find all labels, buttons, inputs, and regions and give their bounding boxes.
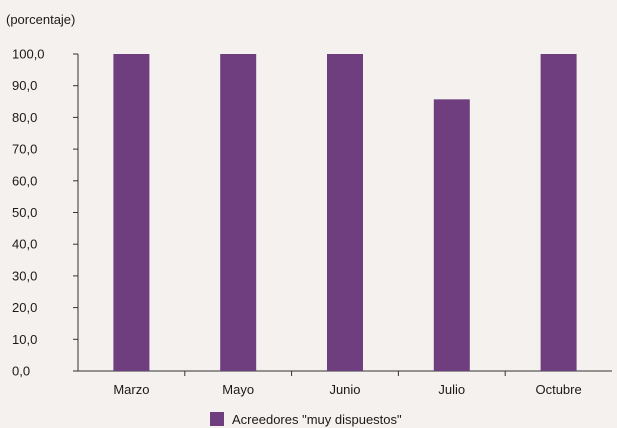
x-tick-label: Octubre — [535, 382, 581, 397]
x-tick-label: Julio — [438, 382, 465, 397]
bar — [113, 54, 150, 371]
y-tick-label: 100,0 — [12, 47, 45, 62]
legend: Acreedores "muy dispuestos" — [210, 412, 402, 427]
legend-label: Acreedores "muy dispuestos" — [232, 412, 402, 427]
bar — [540, 54, 577, 371]
x-tick-label: Junio — [329, 382, 360, 397]
y-axis: 0,0 10,0 20,0 30,0 40,0 50,0 60,0 70,0 80,0 90,0 1… — [12, 47, 79, 379]
legend-swatch — [210, 412, 224, 426]
bar — [327, 54, 363, 371]
y-tick-label: 80,0 — [12, 110, 37, 125]
x-tick-label: Mayo — [222, 382, 254, 397]
bar — [220, 54, 257, 371]
y-tick-label: 60,0 — [12, 173, 37, 188]
y-tick-label: 30,0 — [12, 268, 37, 283]
y-tick-label: 20,0 — [12, 300, 37, 315]
y-tick-label: 50,0 — [12, 205, 37, 220]
bar — [433, 99, 470, 372]
y-axis-unit-label: (porcentaje) — [6, 12, 75, 27]
y-tick-label: 70,0 — [12, 142, 37, 157]
bars — [113, 54, 577, 372]
y-tick-label: 40,0 — [12, 237, 37, 252]
y-tick-label: 0,0 — [12, 364, 30, 379]
x-tick-label: Marzo — [113, 382, 149, 397]
y-tick-label: 90,0 — [12, 78, 37, 93]
x-axis: Marzo Mayo Junio Julio Octubre — [78, 370, 612, 397]
y-tick-label: 10,0 — [12, 332, 37, 347]
